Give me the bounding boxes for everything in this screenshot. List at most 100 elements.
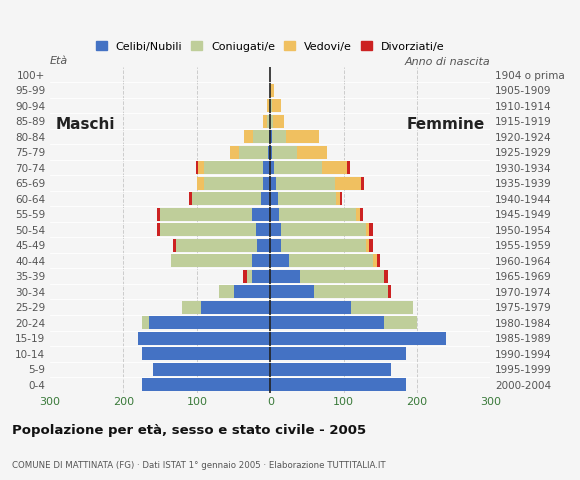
Bar [253,131,269,143]
Bar [384,270,387,283]
Bar [270,332,447,345]
Bar [256,223,270,236]
Bar [273,115,284,128]
Bar [314,286,387,298]
Bar [269,131,270,143]
Bar [270,223,281,236]
Bar [270,301,351,313]
Bar [171,254,252,267]
Bar [274,161,322,174]
Bar [157,208,160,221]
Bar [369,223,373,236]
Bar [142,378,270,391]
Bar [270,286,314,298]
Bar [361,177,364,190]
Text: Femmine: Femmine [406,117,484,132]
Bar [196,161,198,174]
Bar [369,239,373,252]
Bar [351,301,414,313]
Bar [270,161,274,174]
Bar [298,146,327,158]
Bar [270,254,289,267]
Bar [160,223,256,236]
Bar [263,161,270,174]
Bar [267,99,269,112]
Bar [270,115,273,128]
Bar [360,208,364,221]
Bar [387,286,392,298]
Bar [281,223,365,236]
Bar [270,316,384,329]
Bar [270,131,271,143]
Bar [278,192,336,205]
Bar [384,316,417,329]
Bar [365,239,369,252]
Bar [270,239,281,252]
Bar [263,177,270,190]
Bar [270,177,276,190]
Bar [270,348,406,360]
Text: Anno di nascita: Anno di nascita [405,57,490,67]
Bar [270,270,300,283]
Bar [252,254,270,267]
Bar [270,84,274,96]
Bar [176,239,257,252]
Bar [198,161,204,174]
Bar [270,378,406,391]
Bar [322,161,347,174]
Bar [157,223,160,236]
Bar [192,192,262,205]
Bar [356,208,360,221]
Bar [270,146,271,158]
Bar [270,99,271,112]
Bar [189,192,192,205]
Bar [373,254,376,267]
Bar [271,131,287,143]
Bar [204,177,263,190]
Bar [173,239,176,252]
Bar [182,301,201,313]
Text: COMUNE DI MATTINATA (FG) · Dati ISTAT 1° gennaio 2005 · Elaborazione TUTTITALIA.: COMUNE DI MATTINATA (FG) · Dati ISTAT 1°… [12,461,385,470]
Bar [244,131,253,143]
Bar [149,316,270,329]
Bar [263,115,267,128]
Bar [142,348,270,360]
Bar [252,208,270,221]
Bar [347,161,350,174]
Bar [234,286,270,298]
Bar [268,146,270,158]
Bar [204,161,263,174]
Text: Età: Età [50,56,68,66]
Bar [335,177,361,190]
Text: Popolazione per età, sesso e stato civile - 2005: Popolazione per età, sesso e stato civil… [12,424,366,437]
Bar [246,270,252,283]
Bar [365,223,369,236]
Bar [269,99,270,112]
Bar [336,192,340,205]
Bar [257,239,270,252]
Bar [281,239,365,252]
Bar [160,208,252,221]
Bar [153,363,270,376]
Bar [239,146,268,158]
Bar [270,192,278,205]
Bar [271,99,281,112]
Bar [376,254,380,267]
Bar [270,363,392,376]
Bar [271,146,298,158]
Bar [142,316,149,329]
Legend: Celibi/Nubili, Coniugati/e, Vedovi/e, Divorziati/e: Celibi/Nubili, Coniugati/e, Vedovi/e, Di… [92,36,449,56]
Bar [279,208,356,221]
Bar [197,177,204,190]
Bar [230,146,239,158]
Bar [243,270,246,283]
Bar [289,254,373,267]
Bar [300,270,384,283]
Bar [262,192,270,205]
Bar [270,208,279,221]
Bar [219,286,234,298]
Bar [267,115,270,128]
Bar [287,131,320,143]
Bar [276,177,335,190]
Bar [252,270,270,283]
